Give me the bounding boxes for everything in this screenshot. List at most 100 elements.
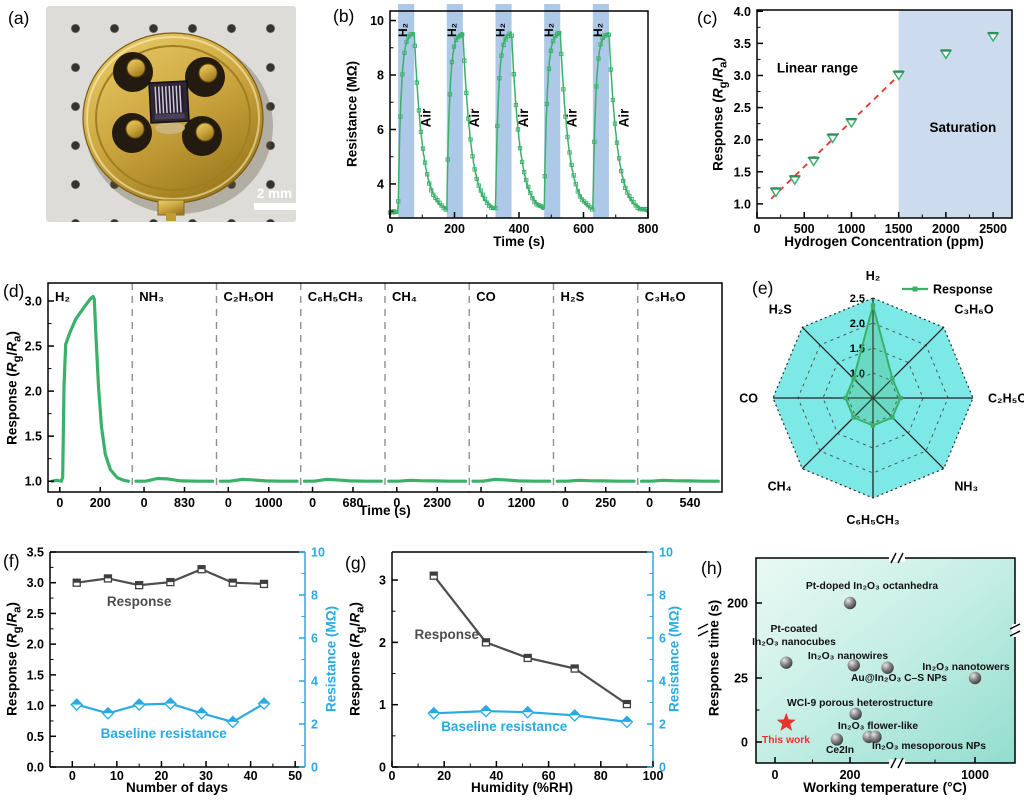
svg-text:8: 8: [311, 589, 318, 603]
panel-b-chart: 0 200 400 600 800 4 6 8 10 H₂ H₂ H₂ H₂ H₂ Air Air Air Air…: [370, 4, 659, 236]
panel-h-ylabel: Response time (s): [706, 599, 722, 717]
svg-text:3.0: 3.0: [25, 295, 42, 309]
svg-text:WCl-9 porous heterostructure: WCl-9 porous heterostructure: [787, 698, 933, 709]
svg-text:Linear range: Linear range: [777, 60, 859, 75]
svg-text:Response: Response: [107, 594, 172, 609]
svg-text:500: 500: [794, 222, 815, 236]
svg-text:4.0: 4.0: [734, 5, 751, 19]
gas-curves: [50, 294, 720, 483]
plot-background: [756, 558, 1015, 763]
svg-text:680: 680: [343, 496, 364, 510]
svg-text:20: 20: [437, 769, 451, 783]
panel-f-chart: 0 10 20 30 40 50 0.0 0.5 1.0 1.5 2.0 2.5 3.0 3.5 0 2 4 6 8…: [27, 546, 325, 784]
svg-text:6: 6: [659, 632, 666, 646]
svg-text:0: 0: [225, 496, 232, 510]
svg-text:Au@In₂O₃ C–S NPs: Au@In₂O₃ C–S NPs: [851, 673, 947, 684]
svg-text:2.0: 2.0: [25, 385, 42, 399]
svg-text:C₂H₅OH: C₂H₅OH: [988, 392, 1024, 406]
panel-a-label: (a): [8, 8, 30, 28]
svg-text:3.0: 3.0: [734, 69, 751, 83]
gas-labels: H₂ H₂ H₂ H₂ H₂ Air Air Air Air Air: [396, 23, 631, 127]
panel-h-chart: Pt-doped In₂O₃ octanhedra Pt-coated In₂O₃ …: [697, 552, 1021, 782]
svg-text:600: 600: [573, 222, 594, 236]
svg-text:1000: 1000: [838, 222, 866, 236]
axes: H₂ 0 200 NH₃ 0 830 C₂H₅OH 0 1000 C₆H₅CH₃ 0 680 CH₄ 0 2…: [25, 282, 723, 510]
svg-text:2.5: 2.5: [25, 340, 42, 354]
svg-text:1.0: 1.0: [25, 475, 42, 489]
annotations: Response Baseline resistance: [415, 627, 568, 734]
svg-text:Air: Air: [467, 108, 482, 128]
sensor-device-art: [82, 32, 273, 221]
scale-bar: [254, 203, 296, 210]
svg-text:In₂O₃ mesoporous NPs: In₂O₃ mesoporous NPs: [872, 741, 986, 752]
svg-text:2.5: 2.5: [27, 607, 44, 621]
svg-text:This work: This work: [762, 735, 810, 746]
svg-text:H₂: H₂: [866, 269, 881, 283]
svg-text:1: 1: [379, 698, 386, 712]
svg-text:In₂O₃ nanocubes: In₂O₃ nanocubes: [752, 637, 836, 648]
radar-grid: 1.01.52.02.5: [772, 293, 974, 499]
svg-text:0: 0: [311, 761, 318, 775]
svg-text:H₂: H₂: [55, 289, 70, 304]
panel-c-xlabel: Hydrogen Concentration (ppm): [784, 234, 984, 249]
svg-text:H₂: H₂: [591, 23, 605, 37]
panel-d-label: (d): [3, 281, 25, 301]
svg-text:CO: CO: [476, 289, 496, 304]
svg-text:In₂O₃ nanowires: In₂O₃ nanowires: [808, 651, 889, 662]
svg-text:H₂S: H₂S: [561, 289, 585, 304]
panel-g-chart: 0 20 40 60 80 10001230246810ResponseBaseline …: [379, 546, 673, 784]
svg-text:10: 10: [311, 546, 325, 560]
svg-text:1000: 1000: [255, 496, 283, 510]
svg-text:830: 830: [174, 496, 195, 510]
segment-separators: [131, 283, 639, 492]
sensor-chip: [148, 80, 190, 124]
svg-text:C₂H₅OH: C₂H₅OH: [224, 289, 274, 304]
svg-text:2000: 2000: [932, 222, 960, 236]
svg-text:3.5: 3.5: [27, 546, 44, 560]
svg-text:1200: 1200: [508, 496, 536, 510]
svg-text:0: 0: [659, 761, 666, 775]
svg-text:6: 6: [377, 123, 384, 137]
svg-text:4: 4: [377, 177, 384, 191]
panel-d-ylabel: Response (Rg/Ra): [4, 331, 24, 445]
svg-text:Pt-coated: Pt-coated: [771, 624, 818, 635]
panel-g-ylabel-left: Response (Rg/Ra): [347, 602, 367, 716]
svg-text:H₂: H₂: [542, 23, 556, 37]
svg-text:2.0: 2.0: [734, 133, 751, 147]
svg-text:0: 0: [478, 496, 485, 510]
panel-b-ylabel: Resistance (MΩ): [344, 60, 360, 168]
svg-text:Baseline resistance: Baseline resistance: [101, 726, 228, 741]
svg-text:200: 200: [840, 768, 861, 782]
svg-text:8: 8: [659, 589, 666, 603]
svg-text:CH₄: CH₄: [392, 289, 417, 304]
svg-text:C₃H₆O: C₃H₆O: [645, 289, 686, 304]
svg-text:4: 4: [311, 675, 318, 689]
svg-text:800: 800: [638, 222, 659, 236]
response-series: [72, 565, 269, 590]
svg-text:2: 2: [379, 636, 386, 650]
svg-text:1000: 1000: [961, 768, 989, 782]
svg-text:20: 20: [154, 769, 168, 783]
svg-text:6: 6: [311, 632, 318, 646]
svg-text:C₃H₆O: C₃H₆O: [954, 303, 994, 317]
svg-text:2500: 2500: [979, 222, 1007, 236]
svg-text:1.5: 1.5: [25, 430, 42, 444]
panel-c-chart: 0 500 1000 1500 2000 2500 1.0 1.5 2.0 2.5 3.0 3.5 4.…: [734, 5, 1013, 236]
svg-text:0: 0: [379, 761, 386, 775]
svg-text:0: 0: [387, 222, 394, 236]
svg-text:CH₄: CH₄: [768, 479, 792, 493]
svg-text:10: 10: [659, 546, 673, 560]
svg-text:Response: Response: [415, 627, 480, 642]
svg-text:8: 8: [377, 69, 384, 83]
svg-text:0: 0: [562, 496, 569, 510]
svg-text:2: 2: [311, 718, 318, 732]
panel-d-chart: H₂ 0 200 NH₃ 0 830 C₂H₅OH 0 1000 C₆H₅CH₃ 0 680 CH₄ 0 2…: [25, 282, 723, 510]
panel-f-xlabel: Number of days: [125, 780, 229, 795]
svg-text:0: 0: [646, 496, 653, 510]
panel-g-ylabel-right: Resistance (MΩ): [666, 605, 682, 713]
svg-text:3.0: 3.0: [27, 576, 44, 590]
svg-text:200: 200: [444, 222, 465, 236]
svg-text:0: 0: [69, 769, 76, 783]
panel-g-xlabel: Humidity (%RH): [471, 780, 573, 795]
